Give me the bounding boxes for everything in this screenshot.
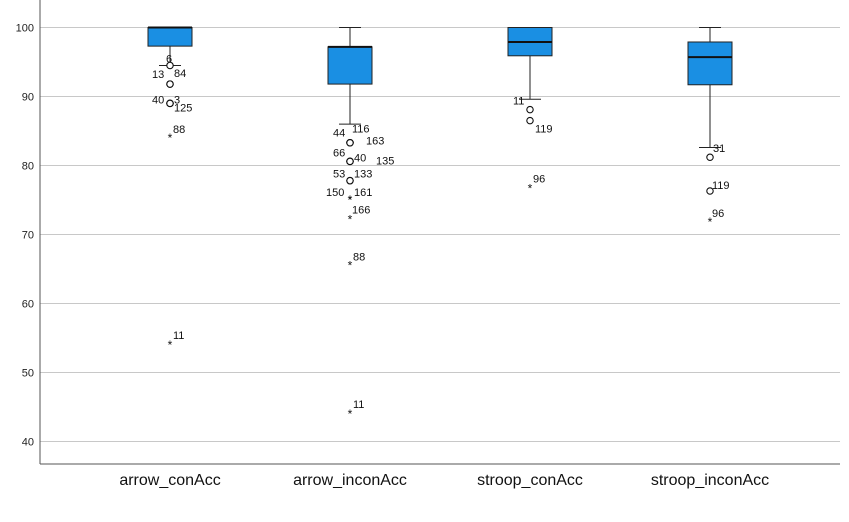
y-tick-label: 90 [22,92,34,104]
outliers: ********* [166,61,714,421]
outlier-label: 125 [174,102,192,114]
outlier-label: 40 [152,94,164,106]
outlier-circle [706,187,714,195]
x-tick-label: arrow_conAcc [119,472,220,489]
outlier-star: * [348,193,353,207]
outlier-star: * [168,131,173,145]
outlier-label: 6 [166,53,172,65]
outlier-star: * [348,212,353,226]
box-arrow_conAcc [147,27,193,47]
outlier-star: * [348,193,353,207]
boxes [147,26,733,149]
outlier-star: * [348,259,353,273]
outlier-label: 84 [174,68,186,80]
outlier-label: 88 [353,252,365,264]
outlier-label: 11 [513,96,524,108]
outlier-label: 133 [354,169,372,181]
box-arrow_inconAcc [327,46,373,85]
outlier-star: * [528,181,533,195]
outlier-label: 135 [376,155,394,167]
outlier-label: 53 [333,169,345,181]
y-tick-label: 40 [22,437,34,449]
outlier-circle [166,99,174,108]
outlier-label: 96 [712,208,724,220]
y-tick-label: 80 [22,161,34,173]
outlier-label: 88 [173,124,185,136]
outlier-circle [166,80,174,88]
outlier-label: 40 [354,152,366,164]
outlier-label: 31 [713,143,725,155]
outlier-circle [166,61,174,70]
y-tick-label: 70 [22,230,34,242]
outlier-label: 119 [535,124,553,136]
outlier-label: 96 [533,173,545,185]
outlier-circle [346,138,354,147]
x-tick-label: arrow_inconAcc [293,472,407,489]
gridlines [40,27,840,442]
y-tick-label: 100 [16,23,34,35]
outlier-circle [526,105,534,114]
outlier-label: 116 [352,124,370,136]
outlier-circle [706,153,714,161]
outlier-star: * [168,338,173,352]
outlier-label: 3 [174,94,180,106]
outlier-label: 44 [333,128,345,140]
x-tick-label: stroop_inconAcc [651,472,769,489]
outlier-label: 161 [354,187,372,199]
y-tick-label: 60 [22,299,34,311]
outlier-star: * [348,407,353,421]
x-tick-label: stroop_conAcc [477,472,583,489]
outlier-label: 150 [326,187,344,199]
y-tick-label: 50 [22,368,34,380]
outlier-star: * [708,215,713,229]
axes [39,0,840,465]
outlier-circle [526,116,534,125]
outlier-label: 119 [712,180,730,192]
outlier-label: 166 [352,204,370,216]
outlier-circle [346,176,354,185]
outlier-label: 11 [353,399,364,411]
box-stroop_inconAcc [687,41,733,86]
outlier-label: 11 [173,330,184,342]
labels: 40 50 60 70 80 90 100 arrow_conAcc arrow_inconAc… [16,23,770,490]
outlier-label: 13 [152,69,164,81]
outlier-label: 163 [366,136,384,148]
outlier-circle [346,157,354,166]
outlier-label: 66 [333,147,345,159]
